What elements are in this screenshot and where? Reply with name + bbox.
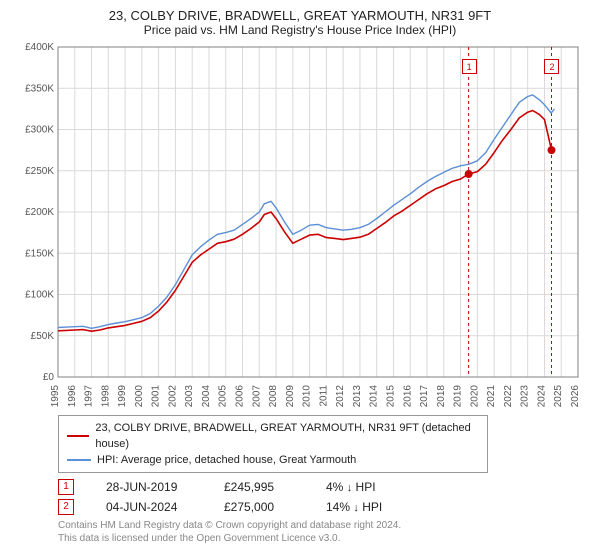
svg-text:£300K: £300K — [25, 125, 54, 136]
sale-marker: 2 — [544, 59, 559, 74]
footer-line-1: Contains HM Land Registry data © Crown c… — [58, 519, 586, 532]
svg-text:£250K: £250K — [25, 166, 54, 177]
legend-swatch — [67, 435, 89, 437]
legend-item: HPI: Average price, detached house, Grea… — [67, 452, 479, 468]
footer-attribution: Contains HM Land Registry data © Crown c… — [58, 519, 586, 545]
arrow-down-icon: ↓ — [347, 482, 353, 494]
svg-text:£50K: £50K — [31, 331, 55, 342]
svg-text:£200K: £200K — [25, 207, 54, 218]
transaction-pct: 14% ↓ HPI — [326, 500, 416, 514]
svg-text:2007: 2007 — [251, 385, 262, 408]
arrow-down-icon: ↓ — [353, 502, 359, 514]
transaction-row: 1 28-JUN-2019 £245,995 4% ↓ HPI — [58, 479, 586, 495]
svg-text:2021: 2021 — [486, 385, 497, 408]
svg-text:2013: 2013 — [352, 385, 363, 408]
svg-text:2001: 2001 — [151, 385, 162, 408]
transaction-date: 28-JUN-2019 — [106, 480, 192, 494]
svg-text:2000: 2000 — [134, 385, 145, 408]
svg-text:2012: 2012 — [335, 385, 346, 408]
svg-text:1996: 1996 — [67, 385, 78, 408]
legend-label: 23, COLBY DRIVE, BRADWELL, GREAT YARMOUT… — [95, 420, 479, 452]
transaction-date: 04-JUN-2024 — [106, 500, 192, 514]
svg-text:2019: 2019 — [453, 385, 464, 408]
sale-marker: 1 — [462, 59, 477, 74]
transaction-pct: 4% ↓ HPI — [326, 480, 416, 494]
svg-text:2020: 2020 — [469, 385, 480, 408]
legend-item: 23, COLBY DRIVE, BRADWELL, GREAT YARMOUT… — [67, 420, 479, 452]
svg-text:1995: 1995 — [50, 385, 61, 408]
svg-text:2025: 2025 — [553, 385, 564, 408]
svg-text:2011: 2011 — [318, 385, 329, 407]
transactions-table: 1 28-JUN-2019 £245,995 4% ↓ HPI 2 04-JUN-2024… — [58, 479, 586, 515]
svg-text:2017: 2017 — [419, 385, 430, 408]
footer-line-2: This data is licensed under the Open Gov… — [58, 532, 586, 545]
svg-text:2024: 2024 — [536, 385, 547, 408]
page-subtitle: Price paid vs. HM Land Registry's House … — [14, 23, 586, 37]
legend-label: HPI: Average price, detached house, Grea… — [97, 452, 356, 468]
svg-text:£0: £0 — [43, 372, 55, 383]
svg-text:£350K: £350K — [25, 83, 54, 94]
svg-text:2003: 2003 — [184, 385, 195, 408]
svg-text:2023: 2023 — [520, 385, 531, 408]
svg-text:2002: 2002 — [167, 385, 178, 408]
page-title: 23, COLBY DRIVE, BRADWELL, GREAT YARMOUT… — [14, 8, 586, 23]
svg-text:2010: 2010 — [302, 385, 313, 408]
transaction-row: 2 04-JUN-2024 £275,000 14% ↓ HPI — [58, 499, 586, 515]
svg-text:2004: 2004 — [201, 385, 212, 408]
transaction-marker: 2 — [58, 499, 74, 515]
svg-text:2022: 2022 — [503, 385, 514, 408]
legend-swatch — [67, 459, 91, 461]
svg-text:2006: 2006 — [235, 385, 246, 408]
line-chart: £0 £50K £100K £150K £200K £250K £300K £350K £400… — [14, 41, 586, 411]
transaction-price: £245,995 — [224, 480, 294, 494]
svg-text:2026: 2026 — [570, 385, 581, 408]
svg-text:2009: 2009 — [285, 385, 296, 408]
svg-text:1998: 1998 — [100, 385, 111, 408]
transaction-price: £275,000 — [224, 500, 294, 514]
svg-text:2005: 2005 — [218, 385, 229, 408]
svg-text:1999: 1999 — [117, 385, 128, 408]
transaction-marker: 1 — [58, 479, 74, 495]
svg-text:2008: 2008 — [268, 385, 279, 408]
svg-text:2016: 2016 — [402, 385, 413, 408]
svg-text:£100K: £100K — [25, 290, 54, 301]
chart-area: £0 £50K £100K £150K £200K £250K £300K £350K £400… — [14, 41, 586, 411]
legend: 23, COLBY DRIVE, BRADWELL, GREAT YARMOUT… — [58, 415, 488, 473]
svg-text:1997: 1997 — [84, 385, 95, 408]
svg-text:£400K: £400K — [25, 42, 54, 53]
svg-text:£150K: £150K — [25, 248, 54, 259]
svg-text:2015: 2015 — [385, 385, 396, 408]
svg-text:2014: 2014 — [369, 385, 380, 408]
svg-text:2018: 2018 — [436, 385, 447, 408]
